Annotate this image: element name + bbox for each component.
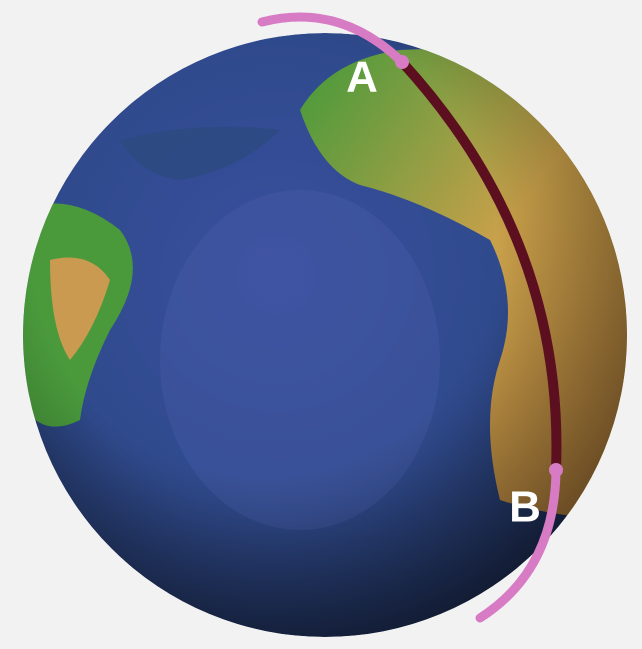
label-a: A <box>346 53 378 102</box>
point-b <box>549 463 563 477</box>
point-a <box>395 55 409 69</box>
scene: A B <box>0 0 642 649</box>
label-b: B <box>509 483 541 532</box>
